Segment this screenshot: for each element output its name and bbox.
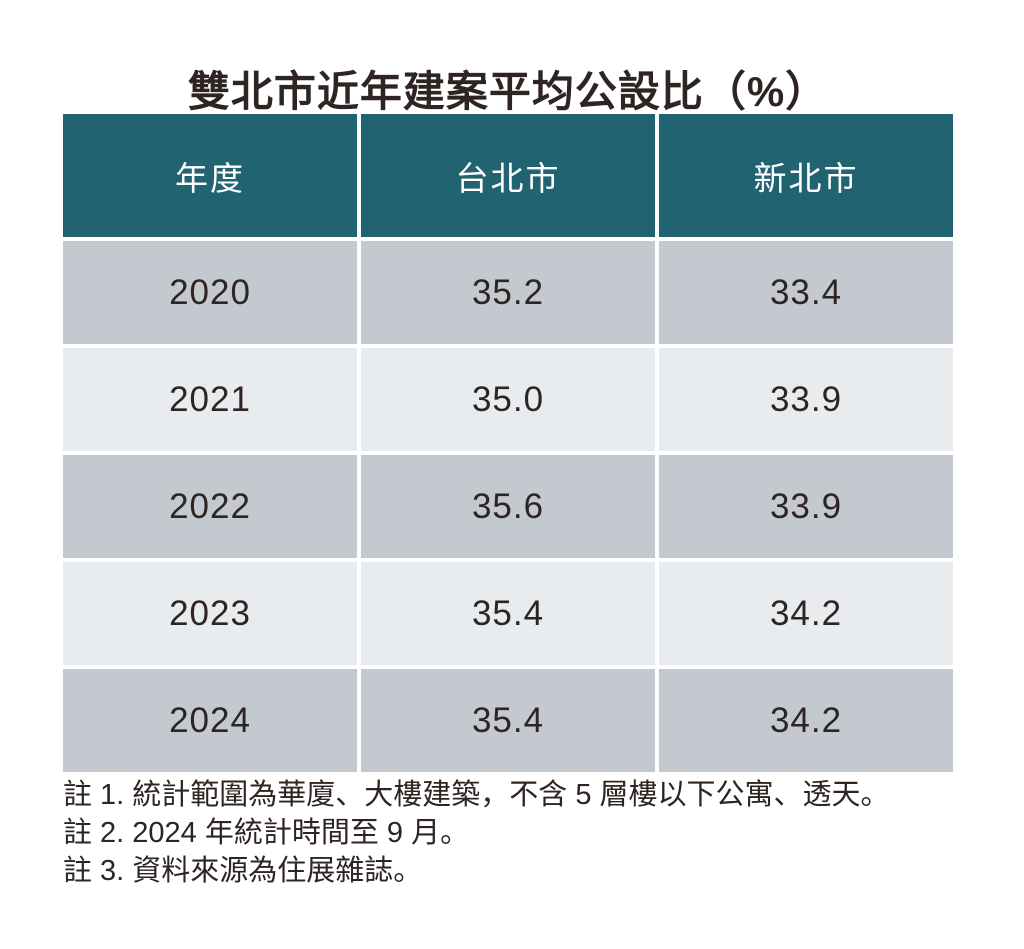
footnote-2: 註 2. 2024 年統計時間至 9 月。: [63, 817, 470, 849]
data-table: 年度 台北市 新北市 2020 35.2 33.4 2021 35.0 33.9…: [63, 114, 953, 772]
footnote-3: 註 3. 資料來源為住展雜誌。: [63, 855, 423, 887]
table-cell-year: 2023: [63, 562, 357, 665]
table-cell-year: 2021: [63, 348, 357, 451]
column-header-taipei: 台北市: [361, 114, 655, 237]
footnotes: 註 1. 統計範圍為華廈、大樓建築，不含 5 層樓以下公寓、透天。 註 2. 2…: [63, 776, 993, 890]
table-cell-taipei: 35.4: [361, 562, 655, 665]
column-header-year: 年度: [63, 114, 357, 237]
page-title: 雙北市近年建案平均公設比（%）: [187, 68, 829, 115]
table-cell-new-taipei: 34.2: [659, 562, 953, 665]
table-cell-year: 2022: [63, 455, 357, 558]
table-cell-new-taipei: 33.4: [659, 241, 953, 344]
table-cell-year: 2020: [63, 241, 357, 344]
table-cell-new-taipei: 33.9: [659, 455, 953, 558]
column-header-new-taipei: 新北市: [659, 114, 953, 237]
table-cell-new-taipei: 33.9: [659, 348, 953, 451]
table-cell-taipei: 35.4: [361, 669, 655, 772]
table-cell-taipei: 35.0: [361, 348, 655, 451]
footnote-1: 註 1. 統計範圍為華廈、大樓建築，不含 5 層樓以下公寓、透天。: [63, 779, 890, 811]
table-cell-taipei: 35.2: [361, 241, 655, 344]
table-cell-new-taipei: 34.2: [659, 669, 953, 772]
table-cell-year: 2024: [63, 669, 357, 772]
table-cell-taipei: 35.6: [361, 455, 655, 558]
